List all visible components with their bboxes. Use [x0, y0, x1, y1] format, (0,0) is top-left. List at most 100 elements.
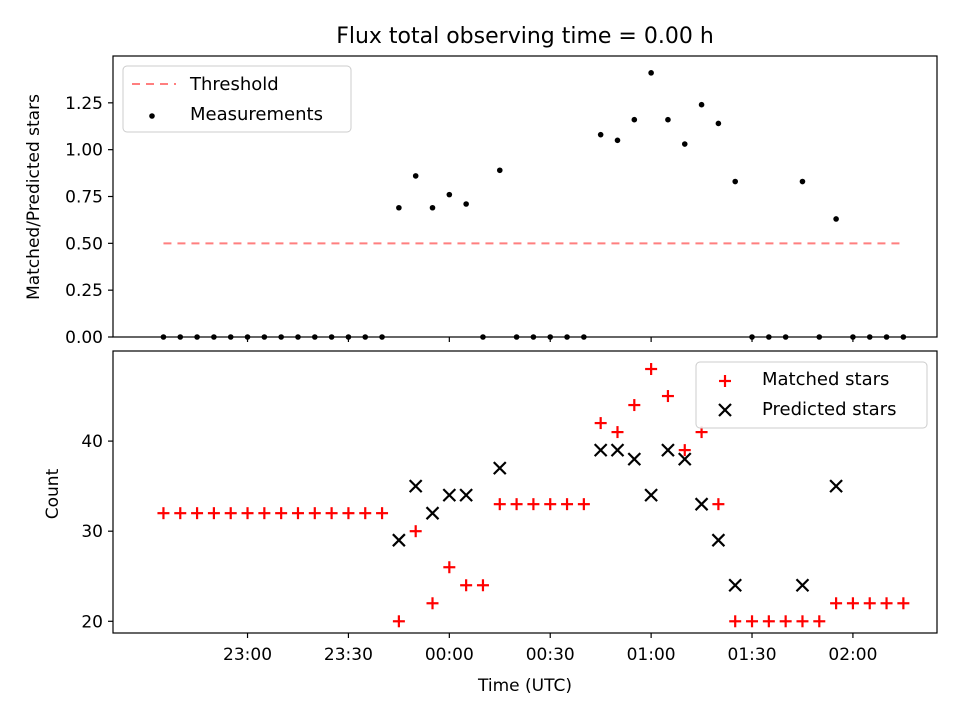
measurement-point: [446, 191, 453, 198]
matched-star-marker: [762, 615, 775, 628]
measurement-point: [211, 334, 217, 340]
matched-star-marker: [376, 507, 389, 520]
matched-star-marker: [493, 498, 506, 511]
bottom-y-tick-label: 30: [81, 522, 103, 542]
matched-legend-swatch: [719, 375, 731, 387]
matched-star-marker: [359, 507, 372, 520]
measurement-point: [866, 334, 873, 340]
measurement-point: [328, 334, 335, 340]
predicted-star-marker: [408, 479, 423, 493]
top-y-tick-label: 0.50: [65, 234, 103, 254]
measurement-point: [698, 101, 705, 108]
measurement-point: [295, 334, 301, 340]
measurement-point: [648, 70, 654, 76]
matched-star-marker: [594, 417, 607, 430]
measurement-point: [244, 334, 251, 340]
predicted-legend-swatch: [718, 403, 732, 417]
x-tick-label: 00:30: [526, 645, 575, 665]
matched-star-marker: [174, 507, 187, 520]
predicted-star-marker: [829, 479, 843, 493]
matched-star-marker: [224, 507, 237, 520]
predicted-star-marker: [492, 461, 507, 475]
measurement-point: [311, 334, 318, 340]
top-y-tick-label: 0.75: [65, 188, 103, 208]
matched-star-marker: [510, 498, 523, 511]
bottom-y-tick-label: 40: [81, 432, 103, 452]
top-panel: Matched/Predicted stars 0.00 0.25 0.50 0.75…: [24, 55, 938, 348]
measurement-point: [278, 334, 284, 340]
predicted-star-marker: [728, 578, 742, 593]
measurement-point: [463, 201, 469, 207]
top-y-tick-label: 1.00: [65, 141, 103, 161]
chart-title: Flux total observing time = 0.00 h: [336, 24, 714, 49]
measurement-point: [261, 334, 268, 340]
matched-star-marker: [308, 507, 321, 520]
matched-star-marker: [796, 615, 809, 628]
measurement-point: [530, 334, 537, 340]
predicted-star-marker: [661, 443, 675, 457]
matched-star-marker: [830, 597, 843, 610]
matched-star-marker: [897, 597, 910, 610]
top-legend: Threshold Measurements: [122, 65, 352, 133]
top-y-tick-label: 1.25: [65, 94, 103, 114]
bottom-ylabel: Count: [43, 468, 63, 519]
measurement-point: [883, 334, 890, 340]
measurement-point: [766, 334, 772, 340]
x-tick-label: 23:00: [223, 645, 272, 665]
bottom-plot-frame: [112, 350, 938, 634]
measurement-point: [379, 334, 385, 340]
matched-star-marker: [207, 507, 220, 520]
measurement-point: [412, 173, 419, 179]
measurement-point: [396, 204, 402, 211]
predicted-star-marker: [677, 452, 692, 466]
matched-star-marker: [409, 525, 422, 538]
matched-star-marker: [325, 507, 338, 520]
matched-star-marker: [476, 579, 489, 592]
matched-star-marker: [392, 615, 405, 628]
bottom-x-ticks: 23:00 23:30 00:00 00:30 01:00 01:30 02:00: [223, 633, 877, 665]
measurement-point: [547, 334, 554, 340]
matched-star-marker: [191, 507, 204, 520]
measurement-point: [799, 178, 806, 185]
predicted-star-marker: [711, 533, 726, 547]
matched-star-marker: [527, 498, 540, 511]
measurement-point: [227, 334, 234, 340]
matched-star-marker: [712, 498, 725, 511]
matched-star-marker: [426, 597, 439, 610]
matched-star-marker: [846, 597, 859, 610]
predicted-star-marker: [425, 506, 440, 520]
x-tick-label: 00:00: [425, 645, 474, 665]
matched-legend-label: Matched stars: [762, 369, 889, 390]
measurement-point: [194, 334, 200, 340]
matched-star-marker: [561, 498, 574, 511]
matched-star-marker: [544, 498, 557, 511]
bottom-y-tick-label: 20: [81, 612, 103, 632]
measurement-point: [749, 334, 755, 340]
top-y-ticks: 0.00 0.25 0.50 0.75 1.00 1.25: [65, 94, 113, 348]
top-ylabel: Matched/Predicted stars: [24, 94, 44, 300]
measurement-point: [160, 334, 167, 340]
matched-star-marker: [628, 399, 641, 412]
x-tick-label: 23:30: [324, 645, 373, 665]
measurement-point: [362, 334, 369, 340]
bottom-y-ticks: 20 30 40: [81, 432, 113, 632]
matched-star-marker: [157, 507, 170, 520]
matched-star-marker: [342, 507, 355, 520]
x-axis-label: Time (UTC): [477, 676, 572, 696]
measurements-layer: [160, 70, 907, 340]
x-tick-label: 01:30: [728, 645, 777, 665]
measurement-point: [631, 116, 638, 123]
measurement-point: [614, 137, 621, 144]
measurement-point: [900, 334, 907, 340]
bottom-panel: Count Time (UTC) 20 30 40 23:00 23:30 00:00 0…: [43, 350, 938, 696]
top-y-tick-label: 0.25: [65, 281, 103, 301]
measurement-point: [833, 216, 839, 222]
matched-star-marker: [275, 507, 288, 520]
predicted-stars-layer: [392, 443, 843, 593]
matched-star-marker: [611, 426, 624, 439]
measurement-point: [715, 120, 722, 127]
matched-star-marker: [291, 507, 304, 520]
matched-star-marker: [863, 597, 876, 610]
predicted-star-marker: [459, 488, 473, 502]
matched-star-marker: [645, 363, 658, 376]
